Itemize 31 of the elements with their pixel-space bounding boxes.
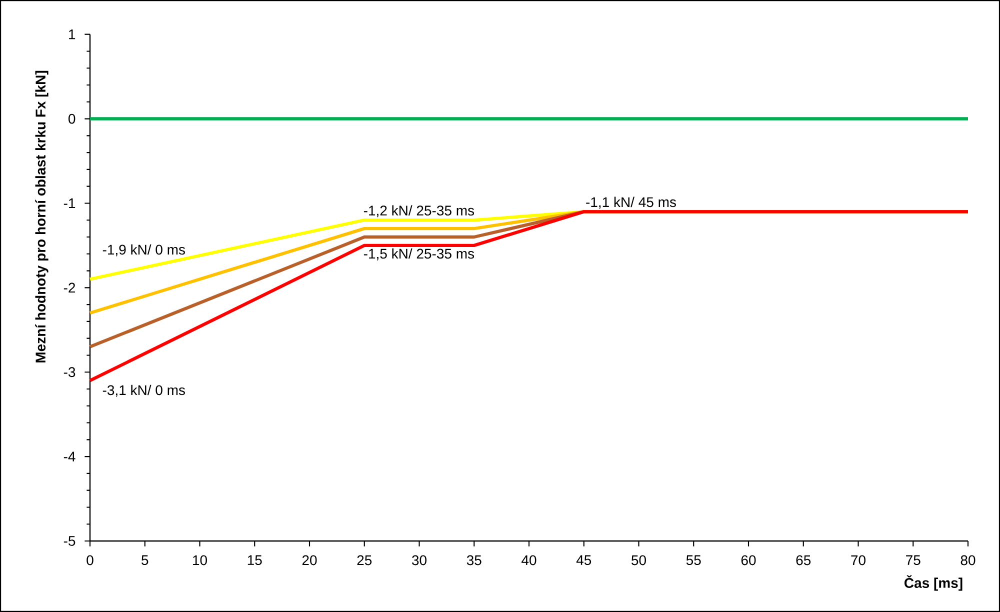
y-tick-label: -3 <box>64 367 76 378</box>
x-tick-label: 30 <box>412 555 426 566</box>
x-tick-label: 40 <box>522 555 536 566</box>
y-axis-title: Mezní hodnoty pro horní oblast krku Fx [kN] <box>35 70 48 362</box>
x-tick-label: 55 <box>686 555 701 566</box>
annotation: -1,9 kN/ 0 ms <box>102 244 185 256</box>
annotation: -1,5 kN/ 25-35 ms <box>364 248 474 260</box>
x-tick-label: 60 <box>741 555 756 566</box>
y-tick-label: -2 <box>64 282 76 293</box>
x-tick-label: 20 <box>302 555 317 566</box>
y-tick-label: -1 <box>64 198 76 208</box>
x-tick-label: 10 <box>193 555 207 566</box>
x-tick-label: 80 <box>960 555 976 566</box>
annotation: -1,1 kN/ 45 ms <box>586 196 676 209</box>
y-tick-label: -4 <box>64 452 76 462</box>
x-tick-label: 15 <box>248 555 262 566</box>
x-tick-label: 45 <box>576 555 592 566</box>
y-tick-label: 0 <box>68 114 76 124</box>
x-tick-label: 70 <box>851 555 866 566</box>
annotation: -1,2 kN/ 25-35 ms <box>364 205 474 218</box>
x-tick-label: 75 <box>906 555 920 566</box>
x-tick-label: 5 <box>142 555 148 566</box>
x-tick-label: 65 <box>796 555 811 566</box>
y-tick-label: 1 <box>69 30 76 40</box>
x-tick-label: 25 <box>357 555 372 566</box>
x-tick-label: 0 <box>86 555 94 566</box>
y-tick-label: -5 <box>64 536 76 546</box>
x-tick-label: 50 <box>632 555 646 566</box>
x-tick-label: 35 <box>466 555 482 566</box>
annotation: -3,1 kN/ 0 ms <box>102 384 185 397</box>
x-axis-title: Čas [ms] <box>904 575 962 591</box>
